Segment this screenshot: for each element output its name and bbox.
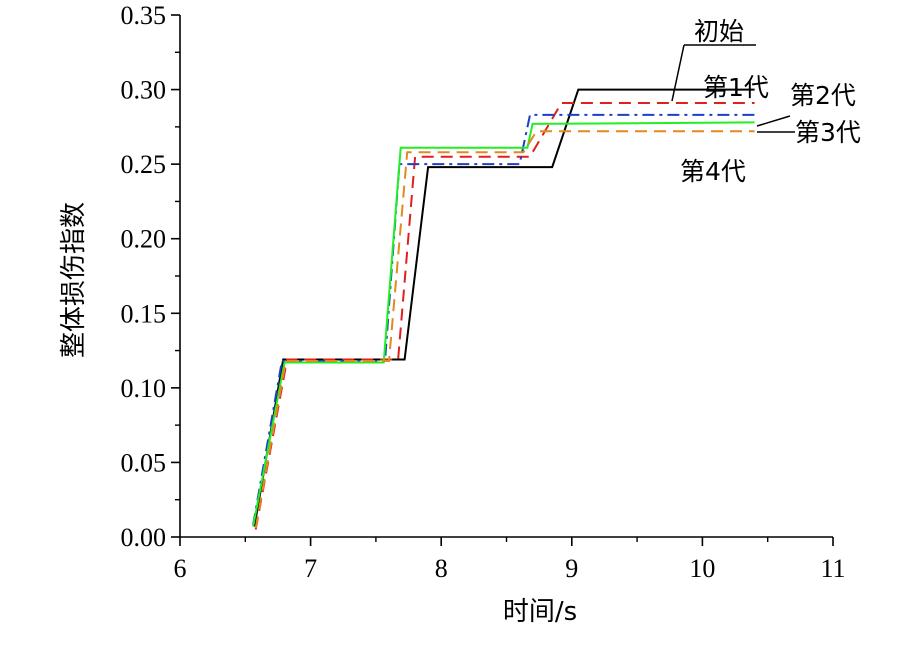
x-tick-label: 11 [820, 554, 845, 583]
series-line-0 [253, 88, 755, 527]
legend-label-initial: 初始 [694, 17, 744, 46]
y-tick-label: 0.15 [121, 299, 167, 328]
series-line-3 [252, 121, 755, 527]
y-tick-label: 0.30 [121, 76, 167, 105]
legend-leader-gen2 [756, 115, 791, 127]
y-tick-label: 0.00 [121, 523, 167, 552]
y-tick-label: 0.05 [121, 448, 167, 477]
x-tick-label: 10 [689, 554, 715, 583]
x-tick-label: 6 [174, 554, 187, 583]
x-tick-label: 7 [304, 554, 317, 583]
y-axis-title: 整体损伤指数 [59, 202, 89, 358]
y-tick-label: 0.25 [121, 150, 167, 179]
legend-label-gen2: 第2代 [790, 81, 856, 110]
y-tick-label: 0.35 [121, 1, 167, 30]
label-layer: 时间/s 整体损伤指数 初始 第1代 第2代 第3代 第4代 [59, 17, 861, 627]
legend-leader-initial [671, 44, 685, 102]
y-tick-label: 0.20 [121, 225, 167, 254]
axes-layer: 6 7 8 9 10 11 0.00 0.05 0.10 0.15 0.20 0.25 0.30 0.35 [121, 1, 846, 583]
y-tick-label: 0.10 [121, 374, 167, 403]
series-line-4 [254, 130, 755, 529]
series-line-1 [254, 102, 755, 530]
series-layer [252, 88, 755, 530]
x-tick-label: 8 [435, 554, 448, 583]
legend-label-gen4: 第4代 [680, 157, 746, 186]
legend-label-gen3: 第3代 [795, 118, 861, 147]
legend-label-gen1: 第1代 [703, 73, 769, 102]
x-tick-label: 9 [565, 554, 578, 583]
x-axis-title: 时间/s [503, 597, 577, 627]
